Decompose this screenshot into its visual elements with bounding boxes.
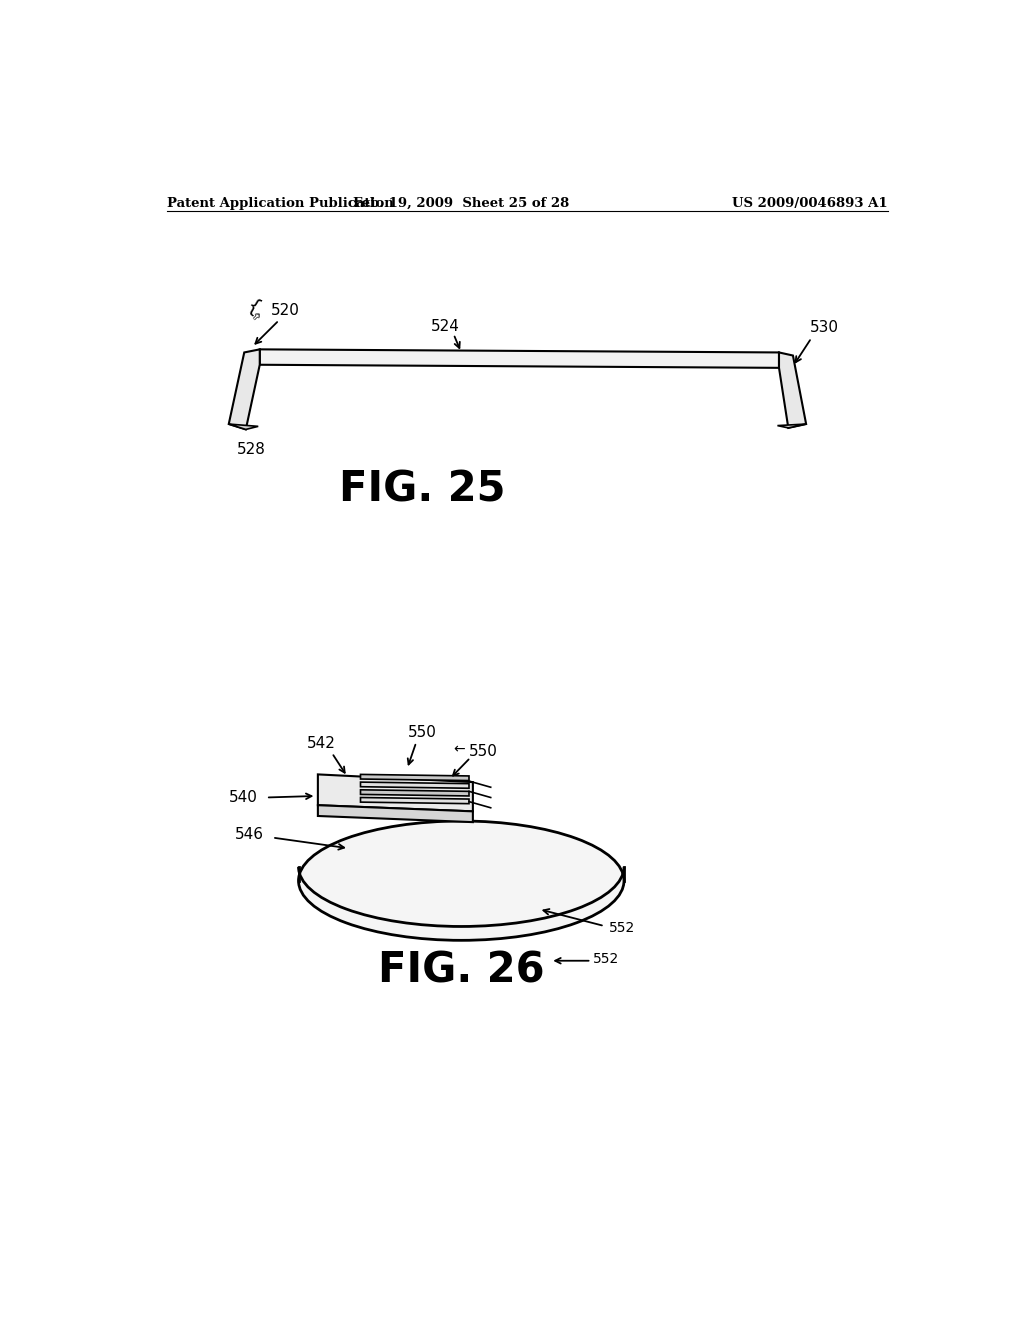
Text: Patent Application Publication: Patent Application Publication [167,197,393,210]
Text: {: { [244,296,263,318]
Polygon shape [360,797,469,804]
Text: Feb. 19, 2009  Sheet 25 of 28: Feb. 19, 2009 Sheet 25 of 28 [353,197,569,210]
Polygon shape [360,789,469,796]
Polygon shape [360,781,469,788]
Text: 552: 552 [608,921,635,936]
Ellipse shape [299,821,624,940]
Polygon shape [777,424,806,428]
Text: 552: 552 [593,952,620,966]
Text: 540: 540 [229,789,258,805]
Polygon shape [228,350,260,429]
Text: 530: 530 [810,321,839,335]
Polygon shape [317,775,473,812]
Polygon shape [360,775,469,780]
Polygon shape [779,352,806,428]
Text: 546: 546 [234,826,263,842]
Polygon shape [260,350,779,368]
Text: 550: 550 [408,725,437,739]
Text: 528: 528 [237,442,265,457]
Text: 542: 542 [307,737,336,751]
Polygon shape [228,424,258,429]
Polygon shape [317,805,473,822]
Text: FIG. 26: FIG. 26 [378,950,545,991]
Text: US 2009/0046893 A1: US 2009/0046893 A1 [732,197,888,210]
Text: FIG. 25: FIG. 25 [339,469,506,511]
Text: 520: 520 [271,304,300,318]
Text: ➩: ➩ [250,309,263,323]
Text: 550: 550 [469,743,498,759]
Text: 524: 524 [431,318,460,334]
Text: ←: ← [454,743,465,756]
